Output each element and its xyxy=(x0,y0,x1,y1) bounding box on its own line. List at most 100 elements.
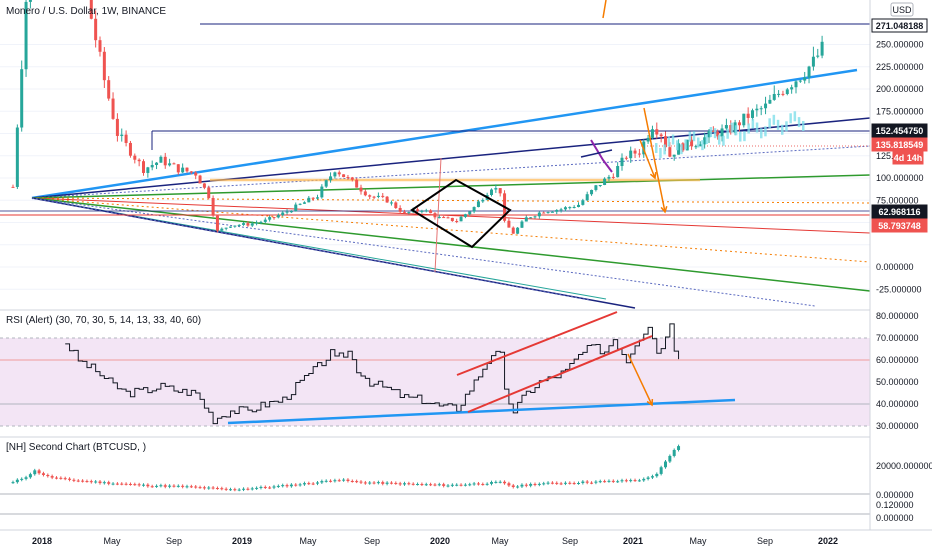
btc-candle xyxy=(302,481,306,486)
btc-candle xyxy=(577,481,580,485)
btc-candle xyxy=(672,448,676,458)
price-candle xyxy=(342,174,346,178)
price-candle xyxy=(268,215,272,222)
forecast-arrow[interactable] xyxy=(643,107,666,213)
price-candle xyxy=(650,125,654,140)
btc-candle xyxy=(463,483,467,487)
fan-line[interactable] xyxy=(31,145,871,199)
fan-line[interactable] xyxy=(31,197,871,292)
vertical-marker[interactable] xyxy=(434,157,442,273)
btc-candle xyxy=(455,483,459,487)
btc-axis-tick: 0.000000 xyxy=(876,490,914,500)
wedge-marker[interactable] xyxy=(590,139,613,173)
fan-line[interactable] xyxy=(31,174,871,199)
main-drawings-front xyxy=(410,0,805,249)
btc-candle xyxy=(124,482,128,486)
projection-candle xyxy=(655,143,658,153)
price-candle xyxy=(746,107,750,126)
projection-candle xyxy=(676,140,679,151)
price-candle xyxy=(563,206,567,212)
time-axis[interactable]: 2018 May Sep 2019 May Sep 2020 May Sep 2021 May Sep… xyxy=(0,529,932,550)
price-candle xyxy=(694,144,698,150)
rsi-channel-lower[interactable] xyxy=(467,335,653,413)
btc-candle xyxy=(616,479,620,483)
price-candle xyxy=(94,10,98,48)
rsi-channel-upper[interactable] xyxy=(456,311,618,376)
forecast-arrow-2[interactable] xyxy=(639,139,656,179)
offscreen-arrow[interactable] xyxy=(602,0,607,19)
btc-candle xyxy=(568,481,572,485)
btc-candle xyxy=(450,483,454,488)
btc-candle xyxy=(72,478,76,483)
btc-candle xyxy=(207,486,211,490)
projection-candle xyxy=(768,118,771,129)
btc-candle xyxy=(202,485,206,490)
diamond-pattern[interactable] xyxy=(410,178,512,249)
btc-candle xyxy=(89,479,93,484)
price-badge: 271.048188 xyxy=(871,18,928,33)
price-candle xyxy=(250,221,254,227)
time-axis-labels: 2018 May Sep 2019 May Sep 2020 May Sep 2021 May Sep… xyxy=(32,536,838,546)
btc-candle xyxy=(107,480,111,486)
price-candle xyxy=(381,193,385,199)
price-candle xyxy=(233,225,237,228)
time-axis-tick: Sep xyxy=(166,536,182,546)
btc-candle xyxy=(185,484,189,489)
price-candle xyxy=(659,132,663,143)
price-candle xyxy=(785,87,789,96)
btc-candle xyxy=(507,481,511,487)
btc-candle xyxy=(655,472,659,478)
price-candle xyxy=(294,202,298,212)
price-axis[interactable]: 250.000000 225.000000 200.000000 175.000000… xyxy=(869,0,932,530)
price-candle xyxy=(555,209,559,215)
currency-badge-box[interactable] xyxy=(890,2,914,17)
price-candle xyxy=(577,202,580,208)
price-candle xyxy=(181,163,185,174)
btc-candle xyxy=(350,479,354,483)
price-candle xyxy=(716,129,720,140)
btc-candle xyxy=(659,465,663,476)
price-candle xyxy=(468,210,472,216)
price-candle xyxy=(711,126,715,133)
price-candle xyxy=(707,128,711,144)
price-candle xyxy=(185,167,189,173)
projection-candle xyxy=(797,117,801,128)
lower-axis-tick: 0.120000 xyxy=(876,500,914,510)
btc-candle xyxy=(176,484,180,488)
btc-candle xyxy=(268,485,272,490)
fan-line[interactable] xyxy=(31,197,871,263)
price-candle xyxy=(624,156,628,161)
price-axis-tick: 100.000000 xyxy=(876,173,924,183)
price-candle xyxy=(720,124,724,142)
price-candle xyxy=(281,210,285,217)
btc-candle xyxy=(668,454,672,464)
btc-candle xyxy=(524,483,528,488)
rsi-axis-tick: 80.000000 xyxy=(876,311,919,321)
fan-line[interactable] xyxy=(31,197,636,309)
projection-candle xyxy=(726,128,729,139)
price-candle xyxy=(237,224,241,227)
price-candle xyxy=(416,207,420,213)
btc-candle xyxy=(550,481,554,485)
btc-candle xyxy=(255,486,259,490)
btc-candle xyxy=(442,482,446,488)
price-candle xyxy=(102,47,106,88)
btc-candle xyxy=(263,485,267,489)
btc-candle xyxy=(633,478,637,482)
fan-line[interactable] xyxy=(31,197,591,301)
currency-badge[interactable]: USD xyxy=(892,5,912,15)
price-candle xyxy=(424,208,428,213)
price-candle xyxy=(472,206,476,214)
fan-line[interactable] xyxy=(31,68,858,200)
rsi-panel: RSI (Alert) (30, 70, 30, 5, 14, 13, 33, … xyxy=(0,311,870,427)
btc-candle xyxy=(416,482,420,486)
btc-candle xyxy=(677,444,681,452)
btc-candle xyxy=(215,486,219,490)
rsi-forecast-arrow[interactable] xyxy=(627,353,653,406)
btc-candle xyxy=(424,482,428,487)
price-candle xyxy=(155,162,159,170)
time-axis-tick: Sep xyxy=(757,536,773,546)
btc-candle xyxy=(629,478,633,483)
btc-candles xyxy=(11,444,681,492)
btc-candle xyxy=(181,484,185,489)
